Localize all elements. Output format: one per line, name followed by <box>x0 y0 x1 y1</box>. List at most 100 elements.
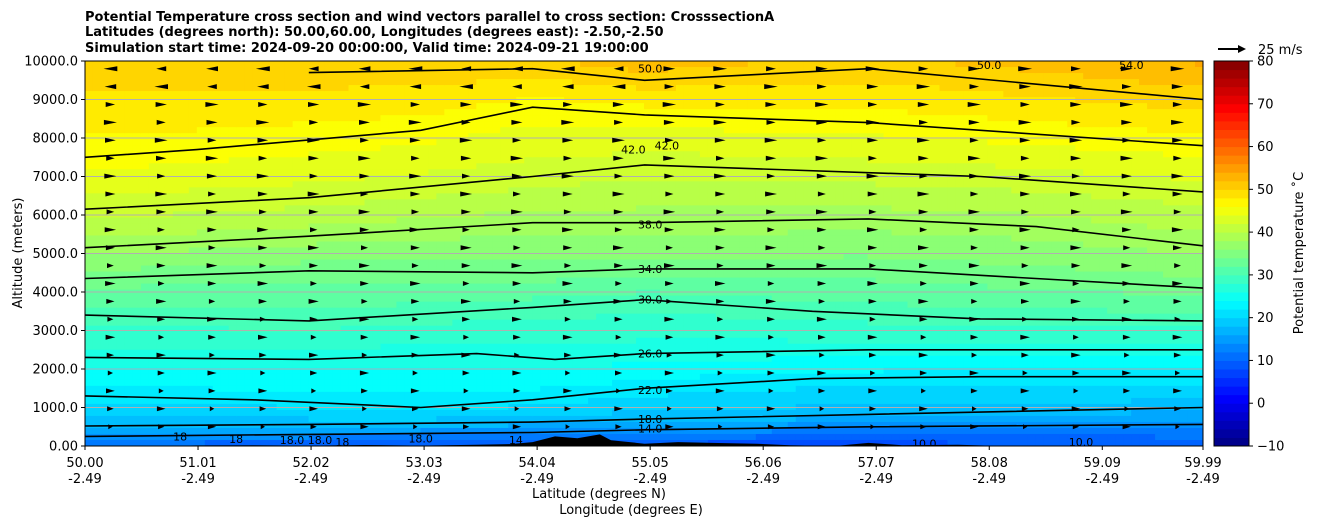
temperature-cell <box>500 61 509 68</box>
temperature-cell <box>340 301 350 309</box>
temperature-cell <box>644 235 653 243</box>
temperature-cell <box>556 367 565 375</box>
temperature-cell <box>220 301 230 309</box>
temperature-cell <box>85 397 94 405</box>
temperature-cell <box>380 163 390 170</box>
temperature-cell <box>620 421 629 429</box>
temperature-cell <box>348 217 358 225</box>
temperature-cell <box>116 79 126 86</box>
temperature-cell <box>572 187 581 194</box>
temperature-cell <box>116 97 126 104</box>
temperature-cell <box>284 373 294 381</box>
temperature-cell <box>476 157 485 164</box>
temperature-cell <box>268 349 278 357</box>
temperature-cell <box>675 397 685 405</box>
temperature-cell <box>284 295 294 303</box>
temperature-cell <box>436 421 445 429</box>
temperature-cell <box>164 157 174 164</box>
temperature-cell <box>412 265 421 273</box>
temperature-cell <box>667 271 677 279</box>
temperature-cell <box>260 427 270 435</box>
temperature-cell <box>356 259 366 267</box>
temperature-cell <box>532 79 541 86</box>
temperature-cell <box>500 427 509 435</box>
temperature-cell <box>588 175 597 182</box>
temperature-cell <box>476 145 485 152</box>
temperature-cell <box>340 181 350 188</box>
temperature-cell <box>108 199 118 206</box>
temperature-cell <box>212 433 222 441</box>
temperature-cell <box>651 73 661 80</box>
temperature-cell <box>284 229 294 237</box>
temperature-cell <box>204 301 214 309</box>
temperature-cell <box>675 337 685 345</box>
temperature-cell <box>588 421 597 429</box>
temperature-cell <box>348 307 358 315</box>
temperature-cell <box>364 91 374 98</box>
temperature-cell <box>636 331 645 339</box>
temperature-cell <box>172 85 182 92</box>
temperature-cell <box>332 307 342 315</box>
temperature-cell <box>284 103 294 110</box>
temperature-cell <box>356 427 366 435</box>
temperature-cell <box>683 109 693 116</box>
temperature-cell <box>492 319 501 327</box>
temperature-cell <box>444 115 453 122</box>
temperature-cell <box>348 331 358 339</box>
temperature-cell <box>691 427 701 435</box>
temperature-cell <box>412 223 421 231</box>
temperature-cell <box>532 157 541 164</box>
temperature-cell <box>260 151 270 158</box>
temperature-cell <box>332 187 342 194</box>
temperature-cell <box>292 115 302 122</box>
temperature-cell <box>372 103 382 110</box>
temperature-cell <box>588 163 597 170</box>
temperature-cell <box>420 181 429 188</box>
temperature-cell <box>228 253 238 261</box>
temperature-cell <box>620 253 629 261</box>
temperature-cell <box>356 163 366 170</box>
temperature-cell <box>356 127 366 134</box>
temperature-cell <box>667 205 677 212</box>
temperature-cell <box>508 223 517 231</box>
temperature-cell <box>316 79 326 86</box>
temperature-cell <box>500 97 509 104</box>
temperature-cell <box>164 427 174 435</box>
temperature-cell <box>604 169 613 176</box>
temperature-cell <box>356 409 366 417</box>
temperature-cell <box>524 97 533 104</box>
temperature-cell <box>460 79 469 86</box>
temperature-cell <box>476 355 485 363</box>
temperature-cell <box>428 355 437 363</box>
temperature-cell <box>436 379 445 387</box>
temperature-cell <box>604 181 613 188</box>
temperature-cell <box>236 259 246 267</box>
temperature-cell <box>364 277 374 285</box>
temperature-cell <box>540 325 549 333</box>
temperature-cell <box>675 307 685 315</box>
temperature-cell <box>508 325 517 333</box>
temperature-cell <box>100 271 110 279</box>
temperature-cell <box>516 97 525 104</box>
temperature-cell <box>532 253 541 261</box>
temperature-cell <box>396 169 406 176</box>
temperature-cell <box>252 379 262 387</box>
temperature-cell <box>156 91 166 98</box>
temperature-cell <box>436 331 445 339</box>
temperature-cell <box>132 67 142 74</box>
temperature-cell <box>404 409 414 417</box>
temperature-cell <box>316 103 326 110</box>
temperature-cell <box>659 193 669 200</box>
temperature-cell <box>580 85 589 92</box>
temperature-cell <box>484 217 493 225</box>
temperature-cell <box>284 193 294 200</box>
temperature-cell <box>284 331 294 339</box>
temperature-cell <box>396 367 406 375</box>
temperature-cell <box>372 319 382 327</box>
temperature-cell <box>196 139 206 146</box>
temperature-cell <box>108 247 118 255</box>
temperature-cell <box>180 193 190 200</box>
temperature-cell <box>156 343 166 351</box>
temperature-cell <box>508 307 517 315</box>
